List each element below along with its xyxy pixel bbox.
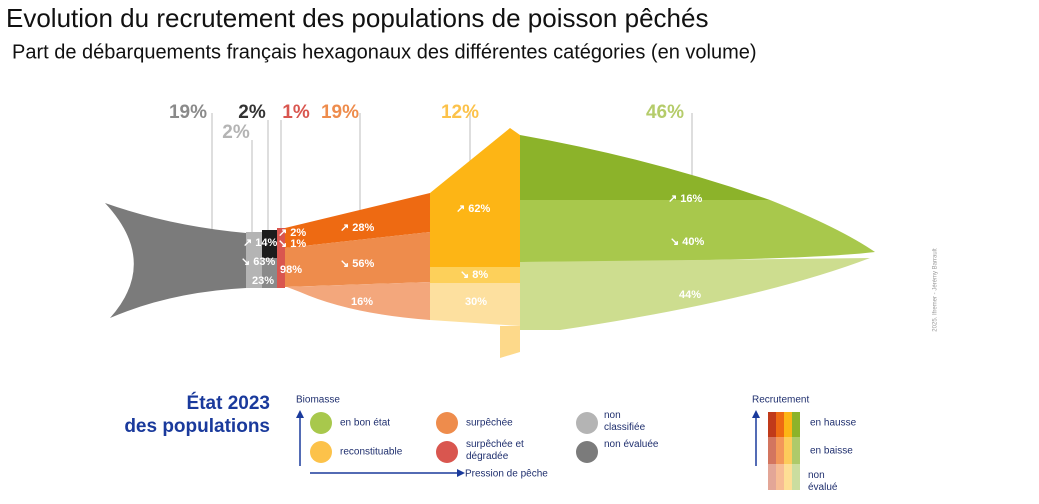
legend-item: non classifiée <box>604 410 646 433</box>
segment-label: ↘ 1% <box>278 238 306 250</box>
segment-label: ↗ 28% <box>340 222 375 234</box>
segment-label: ↗ 16% <box>668 193 703 205</box>
fish <box>105 128 875 358</box>
legend-item: surpêchée <box>466 418 513 429</box>
legend-title: des populations <box>124 416 270 437</box>
share-label: 2% <box>238 102 266 123</box>
legend-item: en baisse <box>810 446 853 457</box>
segment-label: ↗ 2% <box>278 227 306 239</box>
legend: État 2023 des populations Biomasse Press… <box>124 392 857 493</box>
segment-label: 23% <box>252 275 274 287</box>
segment-label: 16% <box>351 296 373 308</box>
segment-label: ↘ 40% <box>670 236 705 248</box>
legend-item: reconstituable <box>340 447 403 458</box>
pointer-lines <box>211 113 693 238</box>
credit: 2025. Ifremer - Jérémy Barrault <box>933 248 939 332</box>
legend-subtitle: Biomasse <box>296 395 340 406</box>
segment-label: 98% <box>280 264 302 276</box>
segment-label: ↘ 56% <box>340 258 375 270</box>
segment-label: ↘ 8% <box>460 269 488 281</box>
segment-labels: ↗ 14% ↘ 63% 23% ↗ 2% ↘ 1% 98% ↗ 28% ↘ 56… <box>241 193 705 308</box>
share-label: 1% <box>282 102 310 123</box>
title: Evolution du recrutement des populations… <box>6 3 708 33</box>
share-label: 12% <box>441 102 479 123</box>
axis-label: Pression de pêche <box>465 469 548 480</box>
share-label: 2% <box>222 122 250 143</box>
legend-item: en bon état <box>340 418 390 429</box>
legend-item: surpêchée et dégradée <box>466 439 524 462</box>
segment-label: ↘ 63% <box>241 256 276 268</box>
segment-label: ↗ 14% <box>243 237 278 249</box>
segment-label: 44% <box>679 289 701 301</box>
legend-item: non évaluée <box>604 439 659 450</box>
legend-subtitle: Recrutement <box>752 395 809 406</box>
segment-label: ↗ 62% <box>456 203 491 215</box>
legend-item: non évalué <box>808 470 838 493</box>
share-label: 19% <box>169 102 207 123</box>
segment-label: 30% <box>465 296 487 308</box>
subtitle: Part de débarquements français hexagonau… <box>12 41 757 63</box>
legend-item: en hausse <box>810 418 857 429</box>
share-label: 19% <box>321 102 359 123</box>
legend-title: État 2023 <box>187 392 270 414</box>
share-label: 46% <box>646 102 684 123</box>
